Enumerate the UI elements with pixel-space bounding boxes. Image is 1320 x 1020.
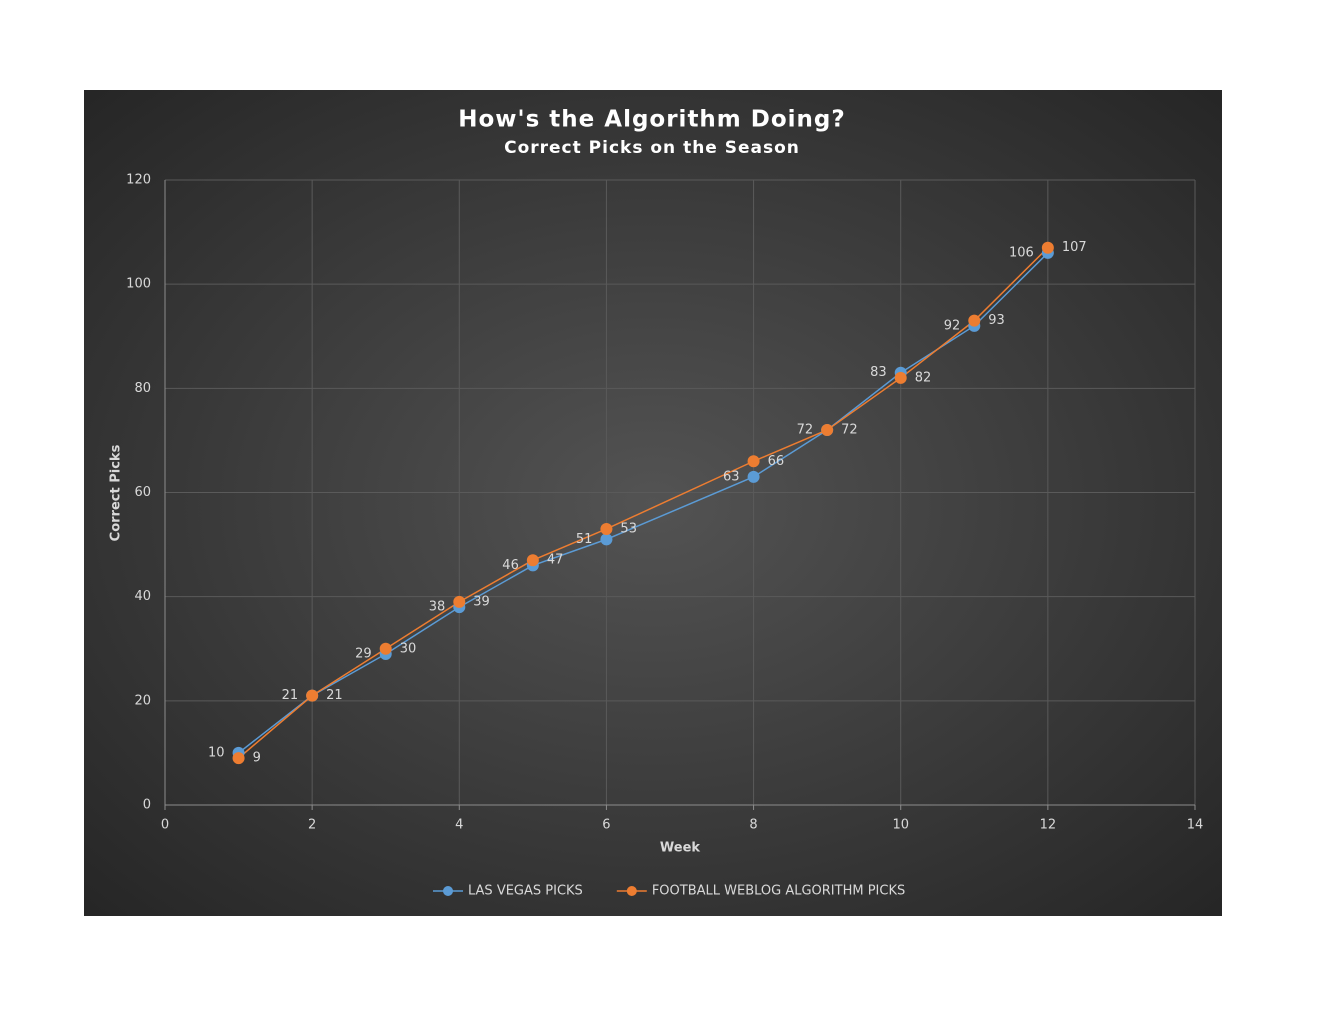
data-point [821,424,834,436]
y-tick-label: 100 [126,277,151,292]
data-point [747,470,760,483]
x-tick-label: 0 [161,818,169,833]
data-label: 82 [915,370,932,385]
data-point [1041,241,1054,254]
chart-title: How's the Algorithm Doing? [458,107,846,133]
data-point [453,595,466,608]
data-label: 39 [473,594,490,609]
data-label: 38 [429,600,446,615]
data-point [306,689,319,702]
y-tick-label: 80 [134,381,151,396]
data-label: 92 [944,318,961,333]
data-label: 29 [355,646,372,661]
legend-marker [626,886,637,896]
data-label: 53 [620,521,637,536]
data-label: 83 [870,365,887,380]
data-point [968,314,981,327]
data-label: 21 [282,688,299,703]
data-label: 9 [253,751,261,766]
data-point [747,455,760,468]
data-point [600,522,613,535]
y-tick-label: 0 [143,798,151,813]
data-point [894,371,907,384]
data-label: 66 [768,454,785,469]
data-label: 51 [576,532,593,547]
data-label: 47 [547,553,564,568]
data-label: 106 [1009,245,1034,260]
x-tick-label: 8 [749,818,757,833]
x-tick-label: 2 [308,818,316,833]
data-label: 21 [326,688,343,703]
chart-subtitle: Correct Picks on the Season [504,138,800,158]
data-label: 72 [841,423,858,438]
data-label: 72 [797,423,814,438]
data-label: 107 [1062,240,1087,255]
data-point [232,752,245,765]
legend-marker [443,886,453,896]
y-axis-title: Correct Picks [109,444,124,541]
data-label: 93 [988,313,1005,328]
data-label: 63 [723,469,740,484]
x-tick-label: 4 [455,818,463,833]
y-tick-label: 40 [134,589,151,604]
legend-label: LAS VEGAS PICKS [468,884,583,899]
y-tick-label: 60 [134,485,151,500]
data-point [379,642,392,655]
x-axis-title: Week [660,841,701,856]
y-tick-label: 120 [126,173,151,188]
data-point [526,554,539,567]
legend-label: FOOTBALL WEBLOG ALGORITHM PICKS [652,884,905,899]
x-tick-label: 12 [1040,818,1057,833]
data-label: 30 [400,641,417,656]
data-point [600,533,613,546]
data-label: 10 [208,745,225,760]
data-label: 46 [502,558,519,573]
y-tick-label: 20 [134,693,151,708]
x-tick-label: 14 [1187,818,1204,833]
x-tick-label: 6 [602,818,610,833]
chart-background [84,90,1222,916]
x-tick-label: 10 [892,818,909,833]
